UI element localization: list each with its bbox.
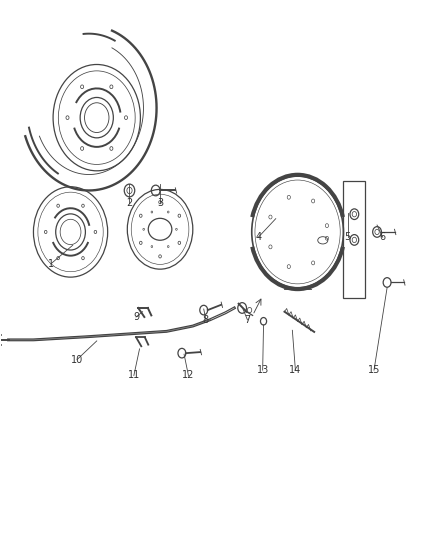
Text: 8: 8 <box>203 314 209 325</box>
Text: 6: 6 <box>380 232 386 243</box>
Bar <box>343 181 365 298</box>
Text: 3: 3 <box>157 198 163 208</box>
Text: 7: 7 <box>244 314 251 325</box>
Text: 2: 2 <box>127 198 133 208</box>
Text: 1: 1 <box>48 259 54 269</box>
Text: 12: 12 <box>182 370 194 381</box>
Text: 14: 14 <box>289 365 301 375</box>
Text: 9: 9 <box>133 312 139 322</box>
Text: 10: 10 <box>71 354 83 365</box>
Text: 11: 11 <box>128 370 140 381</box>
Text: 4: 4 <box>255 232 261 243</box>
Text: 5: 5 <box>345 232 351 243</box>
Text: 15: 15 <box>368 365 380 375</box>
Text: 13: 13 <box>257 365 269 375</box>
